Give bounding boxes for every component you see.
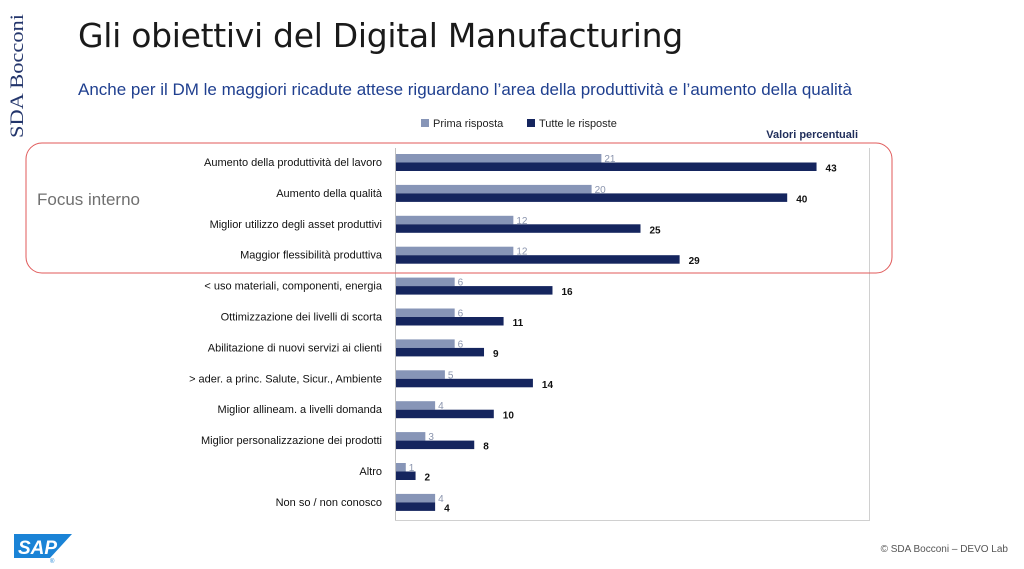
data-label-tutte-le-risposte: 8 bbox=[483, 442, 489, 453]
bar-prima-risposta bbox=[396, 339, 455, 348]
category-label: Miglior utilizzo degli asset produttivi bbox=[210, 219, 382, 231]
data-label-tutte-le-risposte: 10 bbox=[503, 411, 515, 422]
bar-tutte-le-risposte bbox=[396, 472, 416, 481]
legend-swatch-all bbox=[527, 119, 535, 127]
category-label: Aumento della produttività del lavoro bbox=[204, 157, 382, 169]
bar-tutte-le-risposte bbox=[396, 193, 787, 202]
category-label: Ottimizzazione dei livelli di scorta bbox=[221, 312, 383, 324]
data-label-tutte-le-risposte: 25 bbox=[650, 225, 662, 236]
legend-swatch-primary bbox=[421, 119, 429, 127]
category-label: > ader. a princ. Salute, Sicur., Ambient… bbox=[189, 373, 382, 385]
bar-tutte-le-risposte bbox=[396, 286, 552, 295]
bar-prima-risposta bbox=[396, 494, 435, 503]
category-label: Aumento della qualità bbox=[276, 188, 383, 200]
units-label: Valori percentuali bbox=[766, 129, 858, 141]
bar-prima-risposta bbox=[396, 216, 513, 225]
bar-prima-risposta bbox=[396, 185, 592, 194]
bar-tutte-le-risposte bbox=[396, 348, 484, 357]
data-label-tutte-le-risposte: 16 bbox=[561, 287, 573, 298]
data-label-tutte-le-risposte: 43 bbox=[826, 164, 838, 175]
bar-prima-risposta bbox=[396, 463, 406, 472]
bar-prima-risposta bbox=[396, 309, 455, 318]
legend-label-primary: Prima risposta bbox=[433, 118, 504, 130]
bar-chart: Prima risposta Tutte le risposte Valori … bbox=[0, 0, 1024, 569]
focus-interno-label: Focus interno bbox=[37, 190, 140, 209]
bar-tutte-le-risposte bbox=[396, 379, 533, 388]
data-label-tutte-le-risposte: 14 bbox=[542, 380, 554, 391]
bar-prima-risposta bbox=[396, 247, 513, 256]
bar-tutte-le-risposte bbox=[396, 317, 504, 326]
category-label: Altro bbox=[359, 466, 382, 478]
data-label-tutte-le-risposte: 29 bbox=[689, 256, 701, 267]
bar-tutte-le-risposte bbox=[396, 502, 435, 511]
category-label: Miglior personalizzazione dei prodotti bbox=[201, 435, 382, 447]
data-label-tutte-le-risposte: 9 bbox=[493, 349, 499, 360]
bar-prima-risposta bbox=[396, 401, 435, 410]
legend-label-all: Tutte le risposte bbox=[539, 118, 617, 130]
category-label: Non so / non conosco bbox=[276, 497, 382, 509]
bar-prima-risposta bbox=[396, 370, 445, 379]
data-label-tutte-le-risposte: 40 bbox=[796, 194, 808, 205]
bar-prima-risposta bbox=[396, 432, 425, 441]
data-label-tutte-le-risposte: 11 bbox=[513, 318, 524, 329]
bar-tutte-le-risposte bbox=[396, 255, 680, 264]
category-label: Abilitazione di nuovi servizi ai clienti bbox=[208, 342, 382, 354]
bar-tutte-le-risposte bbox=[396, 163, 817, 172]
bar-tutte-le-risposte bbox=[396, 410, 494, 419]
data-label-tutte-le-risposte: 4 bbox=[444, 503, 450, 514]
bar-tutte-le-risposte bbox=[396, 224, 641, 233]
bar-prima-risposta bbox=[396, 278, 455, 287]
sap-registered-mark: ® bbox=[50, 558, 55, 563]
copyright-notice: © SDA Bocconi – DEVO Lab bbox=[881, 544, 1008, 555]
sap-logo: SAP ® bbox=[12, 531, 74, 563]
sap-logo-text: SAP bbox=[18, 538, 57, 559]
bar-tutte-le-risposte bbox=[396, 441, 474, 450]
category-label: Miglior allineam. a livelli domanda bbox=[218, 404, 383, 416]
category-label: < uso materiali, componenti, energia bbox=[204, 281, 383, 293]
data-label-tutte-le-risposte: 2 bbox=[425, 473, 431, 484]
bar-prima-risposta bbox=[396, 154, 601, 163]
category-label: Maggior flessibilità produttiva bbox=[240, 250, 383, 262]
